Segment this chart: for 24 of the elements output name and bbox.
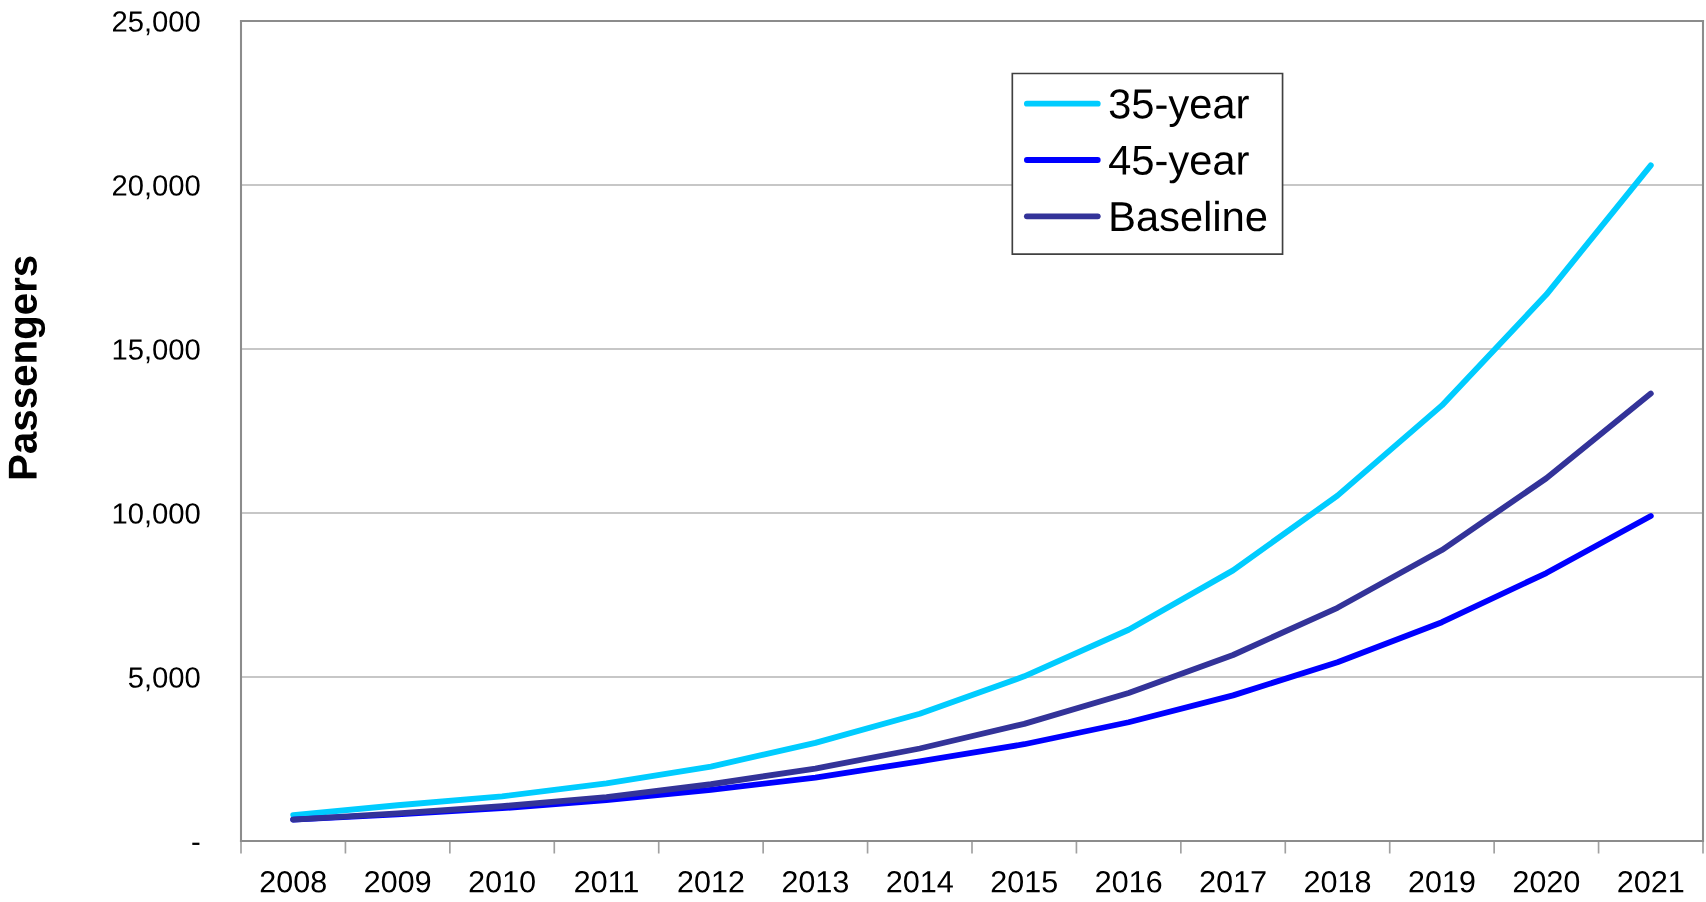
legend-label: 35-year <box>1109 89 1249 127</box>
x-tick-label: 2016 <box>1096 870 1162 893</box>
x-tick-label: 2011 <box>575 870 638 893</box>
y-tick-label: 10,000 <box>113 503 200 528</box>
x-tick-label: 2021 <box>1618 870 1684 893</box>
y-tick-label: 25,000 <box>112 11 200 36</box>
x-tick-label: 2015 <box>991 870 1057 893</box>
x-tick-label: 2009 <box>365 870 431 893</box>
x-tick-label: 2010 <box>469 870 535 893</box>
y-tick-label: - <box>192 842 200 845</box>
x-tick-label: 2020 <box>1513 870 1580 893</box>
y-tick-label: 15,000 <box>113 339 200 364</box>
x-tick-label: 2008 <box>260 870 326 893</box>
x-tick-label: 2018 <box>1305 870 1371 893</box>
y-tick-label: 5,000 <box>128 667 200 692</box>
x-tick-label: 2017 <box>1200 870 1266 893</box>
y-tick-label: 20,000 <box>112 175 200 200</box>
x-tick-label: 2014 <box>887 870 953 893</box>
x-tick-label: 2013 <box>782 870 848 893</box>
y-axis-title: Passengers <box>8 256 46 479</box>
x-tick-label: 2012 <box>678 870 744 893</box>
legend-label: 45-year <box>1109 145 1249 184</box>
legend-label: Baseline <box>1111 200 1267 232</box>
x-tick-label: 2019 <box>1409 870 1475 893</box>
